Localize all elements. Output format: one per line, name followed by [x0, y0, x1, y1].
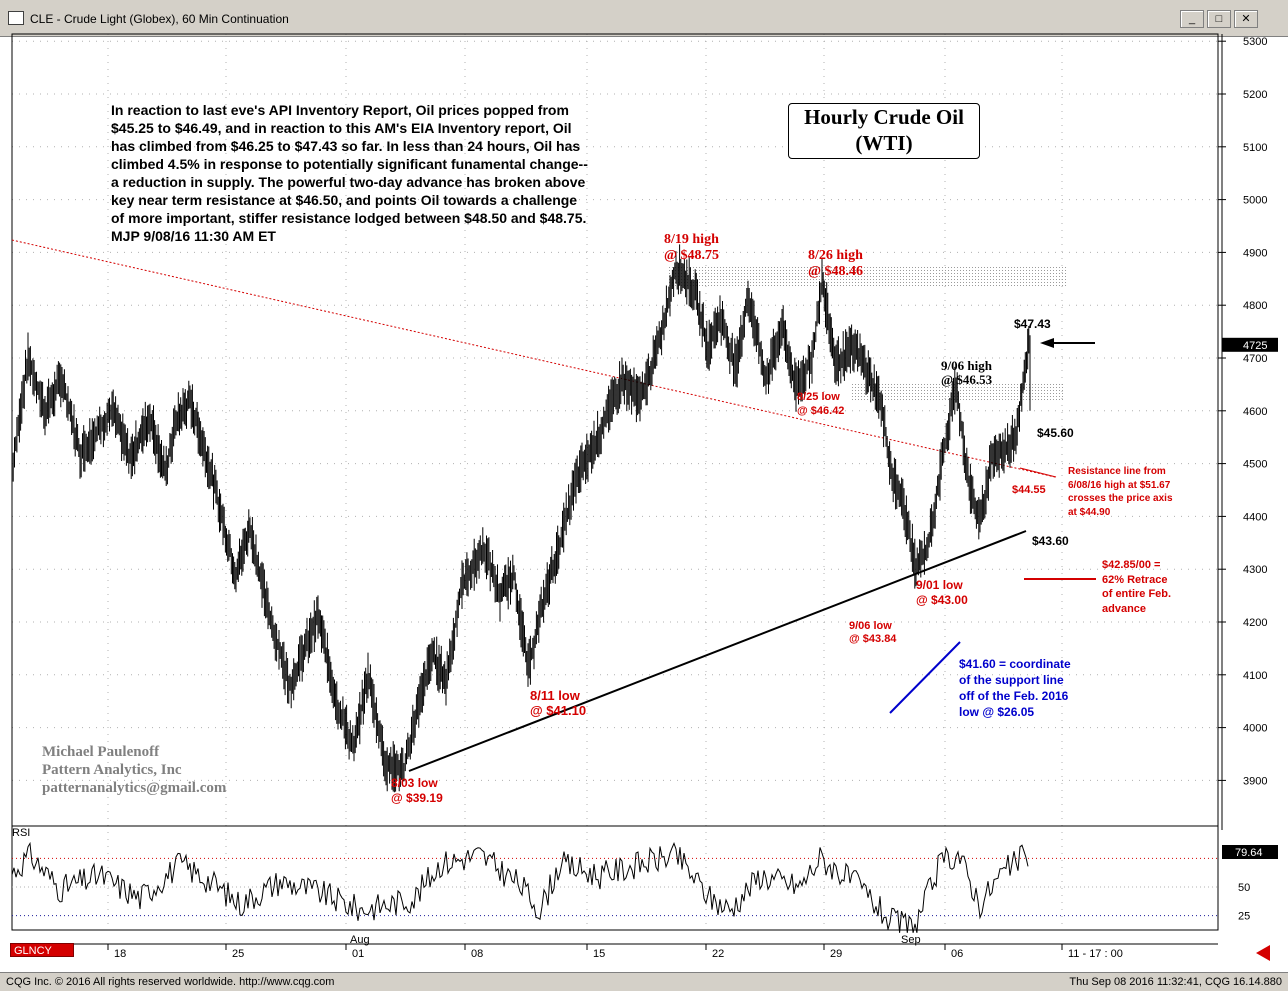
resistance-pointer	[1019, 467, 1057, 478]
annotation-resistance: Resistance line from 6/08/16 high at $51…	[1068, 466, 1173, 518]
timestamp-text: Thu Sep 08 2016 11:32:41, CQG 16.14.880	[1069, 976, 1282, 988]
minimize-button[interactable]: _	[1180, 10, 1204, 28]
commentary-line: key near term resistance at $46.50, and …	[111, 192, 578, 208]
commentary-line: climbed 4.5% in response to potentially …	[111, 156, 588, 172]
y-tick-label: 4300	[1243, 564, 1267, 576]
resistance-zone-4850	[667, 265, 1067, 287]
status-footer: CQG Inc. © 2016 All rights reserved worl…	[0, 972, 1288, 991]
signature: Michael Paulenoff Pattern Analytics, Inc…	[42, 743, 226, 797]
annotation-811-low: 8/11 low @ $41.10	[530, 688, 587, 718]
price-bars	[11, 244, 1030, 793]
x-tick-label: 15	[593, 948, 605, 960]
rsi-line	[11, 841, 1029, 933]
x-tick-label: 11 - 17 : 00	[1068, 948, 1123, 960]
annotation-906-low: 9/06 low @ $43.84	[849, 620, 897, 645]
annotation-retrace: $42.85/00 = 62% Retrace of entire Feb. a…	[1102, 559, 1172, 615]
y-tick-label: 4400	[1243, 511, 1267, 523]
y-tick-label: 4700	[1243, 353, 1267, 365]
signature-email: patternanalytics@gmail.com	[42, 780, 227, 796]
support-trendline	[408, 530, 1027, 772]
y-tick-label: 5100	[1243, 142, 1267, 154]
maximize-button[interactable]: □	[1207, 10, 1231, 28]
signature-company: Pattern Analytics, Inc	[42, 762, 182, 778]
annotation-819-high: 8/19 high @ $48.75	[664, 232, 720, 263]
x-tick-label: 25	[232, 948, 244, 960]
commentary-line: $45.25 to $46.49, and in reaction to thi…	[111, 120, 572, 136]
rsi-current-marker	[1222, 845, 1278, 859]
rsi-current-label: 79.64	[1235, 847, 1263, 859]
y-tick-label: 5200	[1243, 89, 1267, 101]
current-price-marker	[1222, 337, 1278, 352]
rsi-label: RSI	[12, 827, 31, 839]
chart-title: Hourly Crude Oil	[804, 105, 964, 129]
current-price-label: 4725	[1243, 340, 1267, 352]
x-month-label: Aug	[350, 934, 370, 946]
window-titlebar: CLE - Crude Light (Globex), 60 Min Conti…	[0, 0, 1288, 37]
signature-name: Michael Paulenoff	[42, 744, 160, 760]
y-tick-label: 4200	[1243, 617, 1267, 629]
label-4743: $47.43	[1014, 317, 1051, 331]
commentary-line: of more important, stiffer resistance lo…	[111, 210, 587, 226]
annotation-support-coordinate: $41.60 = coordinate of the support line …	[959, 657, 1071, 719]
y-tick-label: 5300	[1243, 36, 1267, 48]
x-tick-label: 01	[352, 948, 364, 960]
annotation-803-low: 8/03 low @ $39.19	[391, 776, 443, 805]
commentary-text: In reaction to last eve's API Inventory …	[111, 101, 588, 245]
y-tick-label: 4500	[1243, 459, 1267, 471]
y-tick-label: 4600	[1243, 406, 1267, 418]
copyright-text: CQG Inc. © 2016 All rights reserved worl…	[6, 976, 335, 988]
scroll-left-arrow-icon[interactable]	[1256, 945, 1270, 961]
commentary-line: has climbed from $46.25 to $47.43 so far…	[111, 138, 581, 154]
x-tick-label: 18	[114, 948, 126, 960]
app-icon	[8, 11, 24, 25]
commentary-line: In reaction to last eve's API Inventory …	[111, 102, 569, 118]
rsi-panel-frame	[11, 825, 1219, 931]
y-tick-label: 5000	[1243, 195, 1267, 207]
y-tick-label: 4000	[1243, 723, 1267, 735]
label-4560: $45.60	[1037, 426, 1074, 440]
y-tick-label: 4800	[1243, 300, 1267, 312]
x-tick-label: 08	[471, 948, 483, 960]
rsi-level-label: 25	[1238, 911, 1250, 923]
annotation-901-low: 9/01 low @ $43.00	[916, 578, 968, 607]
chart-title-box: Hourly Crude Oil (WTI)	[788, 103, 980, 159]
arrowhead-icon	[1040, 338, 1054, 348]
rsi-level-label: 50	[1238, 882, 1250, 894]
currency-tab[interactable]: GLNCY	[10, 943, 74, 957]
y-tick-label: 3900	[1243, 775, 1267, 787]
window-title: CLE - Crude Light (Globex), 60 Min Conti…	[30, 12, 289, 26]
chart-subtitle: (WTI)	[855, 131, 913, 155]
annotation-906-high: 9/06 high @ $46.53	[941, 358, 993, 387]
label-4360: $43.60	[1032, 534, 1069, 548]
annotation-826-high: 8/26 high @ $48.46	[808, 248, 864, 279]
annotation-825-low: 8/25 low @ $46.42	[797, 391, 845, 417]
y-tick-label: 4100	[1243, 670, 1267, 682]
x-tick-label: 29	[830, 948, 842, 960]
label-4455: $44.55	[1012, 484, 1046, 496]
x-month-label: Sep	[901, 934, 921, 946]
commentary-line: MJP 9/08/16 11:30 AM ET	[111, 228, 276, 244]
close-button[interactable]: ✕	[1234, 10, 1258, 28]
x-tick-label: 22	[712, 948, 724, 960]
commentary-line: a reduction in supply. The powerful two-…	[111, 174, 586, 190]
x-tick-label: 06	[951, 948, 963, 960]
support-coordinate-line	[889, 641, 961, 714]
y-tick-label: 4900	[1243, 247, 1267, 259]
